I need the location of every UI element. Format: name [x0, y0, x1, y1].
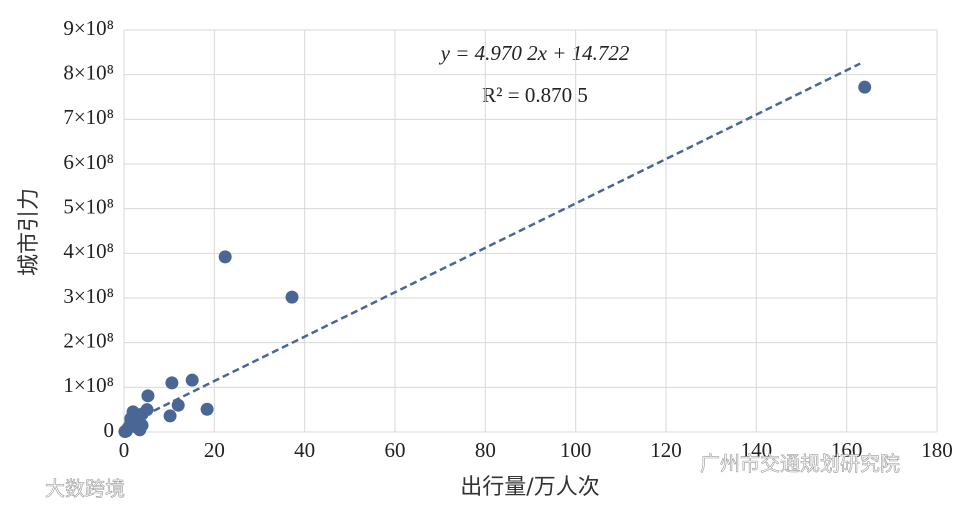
- x-tick-label: 180: [921, 438, 953, 462]
- trendline: [123, 62, 861, 427]
- data-point: [185, 373, 199, 387]
- x-tick-label: 80: [475, 438, 496, 462]
- y-axis-label: 城市引力: [17, 188, 42, 276]
- data-point: [124, 416, 138, 430]
- data-point: [218, 250, 232, 264]
- x-axis-label: 出行量/万人次: [460, 475, 599, 500]
- y-tick-label: 9×10⁸: [63, 16, 114, 40]
- y-tick-label: 4×10⁸: [63, 239, 114, 263]
- x-tick-label: 120: [650, 438, 682, 462]
- data-point: [285, 290, 299, 304]
- y-tick-label: 6×10⁸: [63, 150, 114, 174]
- x-tick-label: 140: [741, 438, 773, 462]
- x-tick-label: 20: [204, 438, 225, 462]
- watermark: 大数跨境: [45, 477, 125, 501]
- x-tick-label: 60: [385, 438, 406, 462]
- data-point: [165, 376, 179, 390]
- r-squared: R² = 0.870 5: [482, 83, 588, 107]
- y-tick-label: 3×10⁸: [63, 284, 114, 308]
- x-tick-label: 40: [294, 438, 315, 462]
- data-point: [200, 402, 214, 416]
- y-tick-label: 8×10⁸: [63, 60, 114, 84]
- watermark: 广州市交通规划研究院: [700, 452, 900, 476]
- y-tick-label: 1×10⁸: [63, 373, 114, 397]
- y-tick-label: 0: [104, 418, 115, 442]
- data-point: [171, 398, 185, 412]
- x-tick-label: 100: [560, 438, 592, 462]
- y-tick-label: 7×10⁸: [63, 105, 114, 129]
- data-point: [141, 389, 155, 403]
- y-tick-label: 5×10⁸: [63, 194, 114, 218]
- data-point: [858, 80, 872, 94]
- data-point: [163, 409, 177, 423]
- x-tick-label: 0: [119, 438, 130, 462]
- equation: y = 4.970 2x + 14.722: [439, 41, 630, 65]
- y-tick-label: 2×10⁸: [63, 328, 114, 352]
- x-tick-label: 160: [831, 438, 863, 462]
